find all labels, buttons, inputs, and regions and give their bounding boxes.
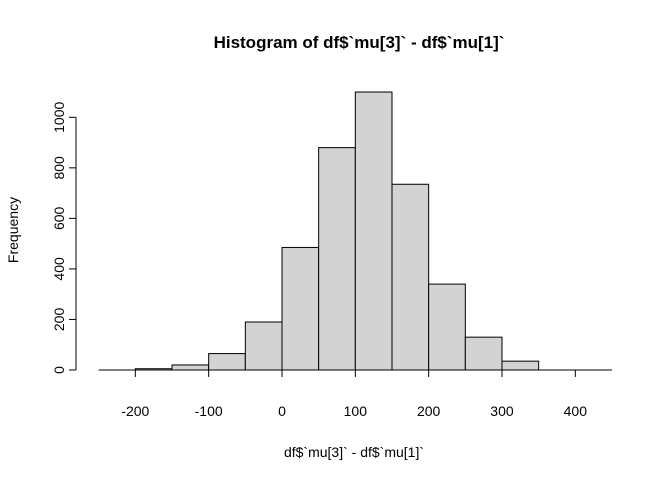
- y-tick-label: 800: [51, 156, 67, 180]
- y-axis: 0 200 400 600 800 1000: [51, 102, 77, 374]
- y-tick-label: 400: [51, 257, 67, 281]
- histogram-bar: [464, 336, 503, 371]
- x-tick-label: -200: [121, 403, 149, 419]
- histogram-bar: [171, 364, 210, 371]
- y-axis-label: Frequency: [5, 197, 21, 263]
- x-tick-label: 400: [564, 403, 588, 419]
- x-axis-label: df$`mu[3]` - df$`mu[1]`: [284, 444, 424, 460]
- chart-title: Histogram of df$`mu[3]` - df$`mu[1]`: [214, 33, 505, 52]
- y-tick-label: 200: [51, 308, 67, 332]
- histogram-bar: [208, 353, 246, 371]
- histogram-bar: [428, 283, 466, 371]
- y-tick-label: 600: [51, 206, 67, 230]
- histogram-bar: [501, 360, 540, 371]
- x-tick-label: 100: [344, 403, 368, 419]
- x-tick-label: 300: [490, 403, 514, 419]
- histogram-bar: [318, 147, 356, 371]
- x-tick-label: 200: [417, 403, 441, 419]
- y-tick-label: 0: [51, 366, 67, 374]
- x-axis: -200 -100 0 100 200 300 400: [98, 369, 612, 419]
- y-tick-label: 1000: [51, 102, 67, 133]
- histogram-bar: [391, 183, 430, 371]
- bars-group: [134, 91, 540, 371]
- x-tick-label: -100: [195, 403, 223, 419]
- histogram-bar: [244, 321, 283, 371]
- histogram-bar: [354, 91, 393, 371]
- histogram-bar: [281, 246, 320, 371]
- x-tick-label: 0: [278, 403, 286, 419]
